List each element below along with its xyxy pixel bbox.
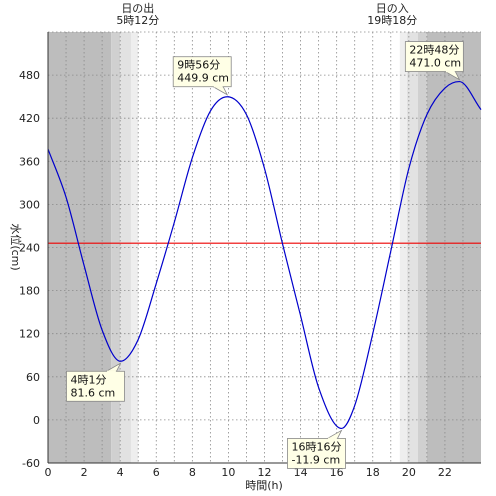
callout-box	[66, 370, 125, 402]
x-tick-label: 18	[366, 466, 380, 479]
callout-box	[404, 41, 464, 72]
x-tick-label: 4	[117, 466, 124, 479]
extreme-value: 449.9 cm	[177, 72, 229, 85]
extreme-callout-low: 16時16分-11.9 cm	[287, 429, 346, 469]
x-tick-label: 12	[258, 466, 272, 479]
x-tick-label: 0	[45, 466, 52, 479]
sun-event-label: 日の入	[376, 2, 409, 15]
sun-event-label: 日の出	[121, 1, 154, 15]
x-tick-label: 6	[153, 466, 160, 479]
y-axis-label: 水位(cm)	[9, 223, 23, 270]
x-tick-label: 10	[221, 466, 235, 479]
shade-band-twilight_lightest	[399, 32, 408, 463]
sun-event-time: 5時12分	[116, 14, 159, 27]
y-tick-label: 360	[19, 155, 40, 168]
y-tick-label: 60	[26, 371, 40, 384]
shade-band-twilight_light	[120, 32, 131, 463]
callout-box	[287, 438, 346, 469]
grid	[48, 31, 481, 463]
y-tick-label: 480	[19, 69, 40, 82]
shade-band-night	[426, 32, 481, 463]
extreme-value: -11.9 cm	[291, 453, 340, 466]
x-tick-label: 2	[81, 466, 88, 479]
x-tick-label: 20	[402, 466, 416, 479]
plot-frame	[47, 32, 481, 464]
extreme-time: 22時48分	[409, 44, 459, 57]
extreme-value: 81.6 cm	[70, 386, 115, 399]
x-axis-label: 時間(h)	[245, 479, 283, 492]
x-tick-label: 16	[330, 466, 344, 479]
x-tick-label: 14	[294, 466, 308, 479]
y-tick-label: 420	[19, 112, 40, 125]
extreme-time: 4時1分	[70, 373, 106, 386]
tide-series-line	[47, 80, 482, 430]
extreme-time: 9時56分	[177, 59, 220, 72]
shade-band-twilight_lightest	[130, 32, 139, 463]
extreme-time: 16時16分	[291, 440, 341, 453]
y-tick-label: 120	[19, 328, 40, 341]
shade-band-twilight_dark	[417, 32, 427, 463]
tide-curve	[47, 80, 482, 430]
y-tick-label: 0	[33, 414, 40, 427]
y-tick-label: 180	[19, 285, 40, 298]
axis-ticks: 0 2 4 6 8 10 12 14 16 18 20 22 -60 0 60 120 180 240 300 360…	[19, 69, 452, 479]
x-tick-label: 8	[189, 466, 196, 479]
extreme-value: 471.0 cm	[409, 57, 461, 70]
y-tick-label: 300	[19, 198, 40, 211]
callout-pointer	[325, 429, 343, 439]
y-tick-label: -60	[22, 457, 40, 470]
shade-band-twilight_dark	[111, 32, 121, 463]
x-tick-label: 22	[438, 466, 452, 479]
callout-pointer	[211, 86, 229, 96]
sun-event-time: 19時18分	[367, 14, 417, 27]
y-tick-label: 240	[19, 242, 40, 255]
callout-box	[172, 56, 232, 88]
